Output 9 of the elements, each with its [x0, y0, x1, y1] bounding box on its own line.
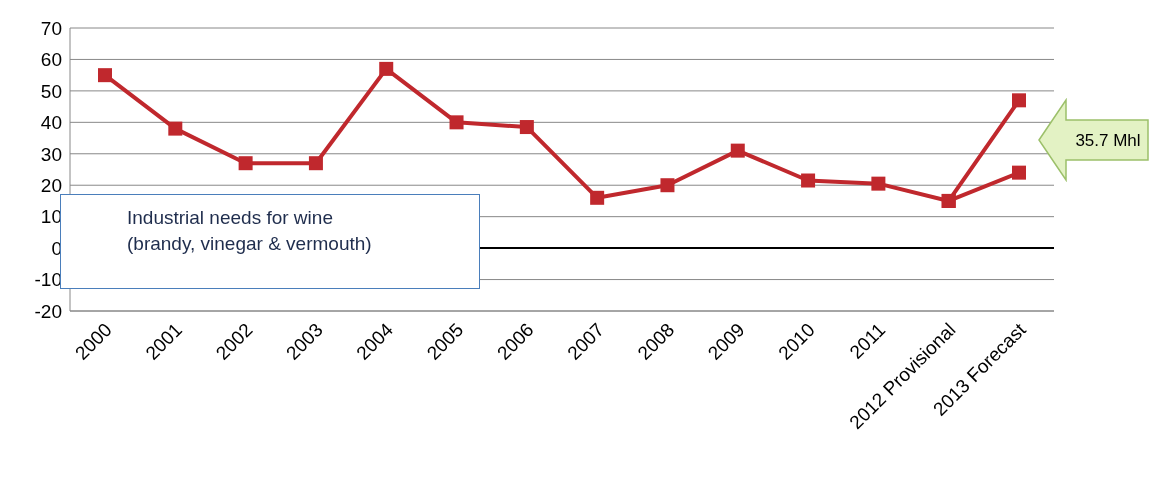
y-tick-label: 40: [40, 112, 62, 134]
y-tick-label: 50: [40, 80, 62, 102]
callout-arrow: 35.7 Mhl: [1038, 98, 1149, 182]
text-box: Industrial needs for wine (brandy, vinegar & vermouth): [60, 194, 480, 289]
y-tick-label: -20: [34, 300, 62, 322]
y-tick-label: 70: [40, 17, 62, 39]
y-tick-label: 60: [40, 49, 62, 71]
y-tick-label: 30: [40, 143, 62, 165]
y-tick-label: 20: [40, 174, 62, 196]
